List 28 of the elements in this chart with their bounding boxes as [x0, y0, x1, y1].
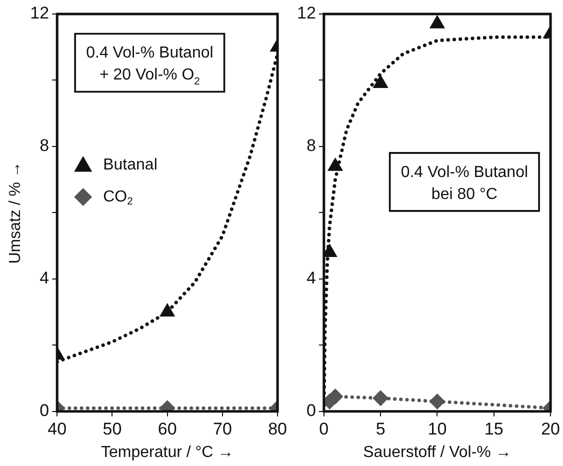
- x-tick-label: 40: [48, 419, 67, 438]
- x-tick-label: 70: [212, 419, 232, 438]
- y-tick-label: 4: [40, 268, 50, 288]
- x-axis-title: Sauerstoff / Vol-% →: [363, 444, 512, 461]
- x-tick-label: 5: [376, 419, 386, 438]
- x-axis-title: Temperatur / °C →: [101, 444, 234, 461]
- x-tick-label: 60: [158, 419, 177, 438]
- point: [372, 390, 389, 406]
- legend-label: Butanal: [103, 156, 158, 174]
- x-tick-label: 20: [541, 419, 560, 438]
- y-tick-label: 12: [30, 4, 50, 23]
- x-tick-label: 50: [102, 419, 122, 438]
- y-axis-title: Umsatz / % →: [7, 162, 24, 264]
- y-tick-label: 12: [296, 4, 316, 23]
- x-tick-label: 10: [428, 419, 447, 438]
- point: [429, 393, 446, 410]
- x-tick-label: 80: [268, 419, 288, 438]
- x-tick-label: 0: [319, 419, 329, 438]
- y-tick-label: 4: [306, 268, 316, 288]
- point: [327, 157, 344, 171]
- point: [372, 74, 388, 88]
- x-tick-label: 15: [484, 419, 504, 438]
- annotation: 0.4 Vol-% Butanol bei 80 °C: [400, 164, 528, 203]
- y-tick-label: 0: [306, 401, 316, 420]
- y-tick-label: 8: [40, 136, 50, 156]
- y-tick-label: 8: [306, 136, 316, 156]
- y-tick-label: 0: [40, 401, 50, 420]
- point: [429, 14, 446, 28]
